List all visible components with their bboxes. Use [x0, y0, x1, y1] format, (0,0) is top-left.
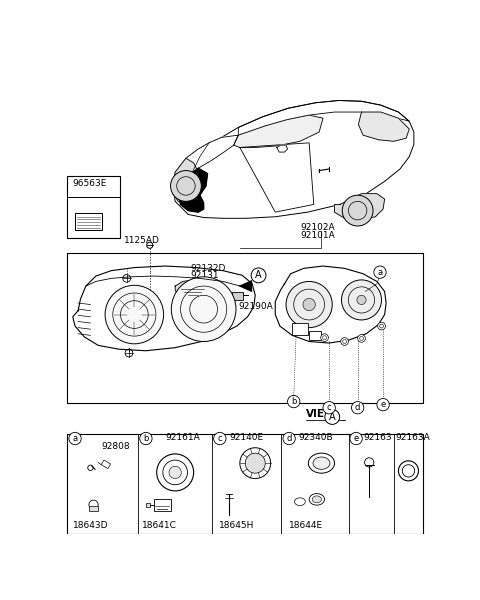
Bar	[67, 176, 120, 238]
Text: 18643D: 18643D	[73, 521, 108, 530]
Polygon shape	[183, 135, 238, 186]
Text: c: c	[217, 434, 222, 443]
Circle shape	[240, 448, 271, 479]
Circle shape	[342, 195, 373, 226]
Text: 18641C: 18641C	[142, 521, 177, 530]
Bar	[67, 253, 423, 403]
Circle shape	[171, 277, 236, 341]
Text: 92808: 92808	[101, 442, 130, 451]
Circle shape	[357, 295, 366, 305]
Circle shape	[105, 285, 164, 344]
Text: 18645H: 18645H	[219, 521, 254, 530]
Polygon shape	[234, 115, 323, 148]
Text: VIEW: VIEW	[306, 409, 336, 419]
Polygon shape	[275, 266, 386, 343]
Circle shape	[170, 170, 201, 202]
Ellipse shape	[313, 457, 330, 469]
Text: e: e	[381, 400, 386, 409]
Text: 92131: 92131	[191, 271, 219, 280]
Ellipse shape	[308, 453, 335, 473]
Text: c: c	[327, 403, 332, 412]
Text: a: a	[72, 434, 78, 443]
Bar	[232, 292, 243, 300]
Text: 1125AD: 1125AD	[124, 236, 160, 245]
Bar	[292, 323, 308, 335]
Polygon shape	[335, 194, 384, 220]
Circle shape	[303, 298, 315, 311]
Circle shape	[378, 322, 385, 330]
Text: e: e	[353, 434, 359, 443]
Polygon shape	[73, 266, 255, 351]
Bar	[67, 434, 423, 534]
Text: 18644E: 18644E	[289, 521, 323, 530]
Text: b: b	[143, 434, 149, 443]
Text: 92140E: 92140E	[229, 433, 263, 442]
Polygon shape	[277, 145, 288, 152]
Circle shape	[321, 334, 328, 341]
Text: 92190A: 92190A	[238, 302, 273, 311]
Text: 92161A: 92161A	[165, 433, 200, 442]
Polygon shape	[175, 280, 211, 303]
Circle shape	[358, 335, 365, 342]
Text: a: a	[377, 268, 383, 277]
Polygon shape	[173, 100, 414, 218]
Circle shape	[169, 466, 181, 479]
Circle shape	[341, 280, 382, 320]
Text: A: A	[255, 271, 262, 280]
Text: 92102A: 92102A	[300, 223, 335, 232]
Polygon shape	[183, 168, 207, 199]
Bar	[154, 499, 170, 511]
Polygon shape	[179, 194, 204, 212]
Circle shape	[156, 454, 193, 491]
Polygon shape	[173, 158, 198, 203]
Text: 92132D: 92132D	[191, 263, 226, 272]
Polygon shape	[238, 280, 252, 292]
Text: A: A	[329, 412, 336, 422]
Polygon shape	[359, 112, 409, 141]
Bar	[309, 331, 322, 340]
Text: b: b	[291, 397, 297, 406]
Bar	[146, 503, 150, 507]
Circle shape	[286, 281, 332, 328]
Bar	[75, 213, 102, 230]
Text: 92340B: 92340B	[299, 433, 333, 442]
Circle shape	[398, 461, 419, 481]
Text: d: d	[355, 403, 360, 412]
Text: d: d	[287, 434, 292, 443]
Circle shape	[245, 453, 265, 473]
Text: 92163A: 92163A	[396, 433, 430, 442]
Ellipse shape	[312, 496, 322, 503]
Text: 96563E: 96563E	[72, 179, 107, 188]
Bar	[89, 506, 98, 511]
Bar	[101, 460, 110, 469]
Ellipse shape	[309, 494, 324, 505]
Text: 92101A: 92101A	[300, 230, 335, 239]
Circle shape	[341, 338, 348, 346]
Text: 92163: 92163	[363, 433, 392, 442]
